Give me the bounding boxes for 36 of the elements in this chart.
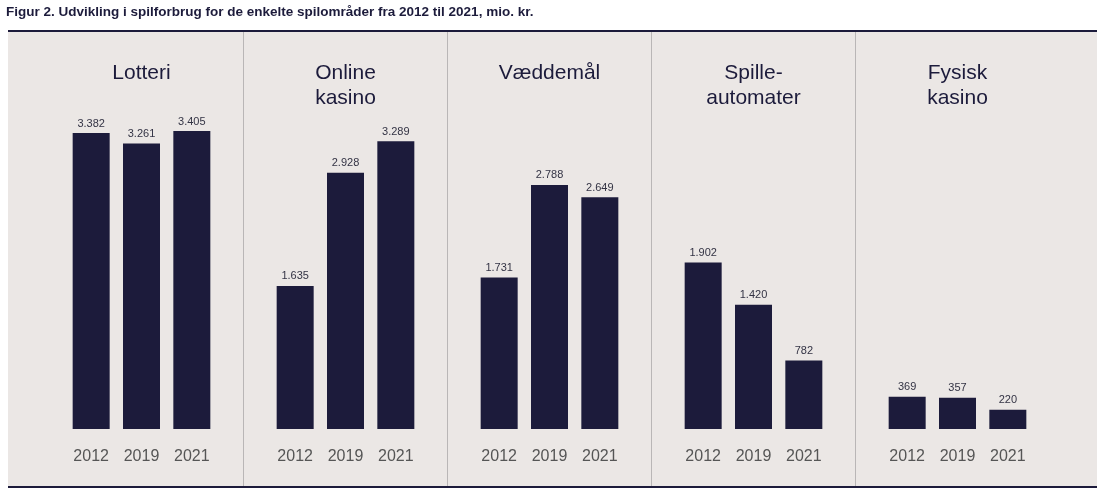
data-label: 369 — [897, 380, 917, 393]
data-label: 2.649 — [586, 180, 614, 193]
data-label: 1.420 — [739, 288, 768, 301]
data-label: 357 — [948, 381, 967, 394]
chart-title: Væddemål — [498, 60, 601, 83]
data-label: 2.928 — [331, 156, 360, 169]
x-tick-label: 2021 — [582, 446, 618, 464]
chart-title: Fysisk kasino — [927, 60, 988, 108]
text: Figur 2. Udvikling i spilforbrug for de enkelte spilområder fra 2012 til 2021, mio. kr. — [6, 4, 534, 19]
data-label: 2.788 — [535, 168, 564, 181]
data-label: 220 — [998, 393, 1018, 406]
data-label: 1.731 — [485, 261, 513, 274]
x-tick-label: 2012 — [685, 446, 722, 464]
data-label: 1.635 — [281, 269, 309, 282]
x-tick-label: 2021 — [174, 446, 210, 464]
x-tick-label: 2012 — [481, 446, 518, 464]
x-tick-label: 2019 — [123, 446, 160, 464]
data-label: 3.261 — [127, 127, 156, 140]
data-label: 782 — [794, 344, 814, 357]
chart-title: Online kasino — [315, 60, 376, 108]
chart-title: Spille-automater — [706, 60, 801, 108]
x-tick-label: 2019 — [939, 446, 976, 464]
data-label: 3.405 — [178, 114, 206, 127]
data-label: 3.289 — [382, 124, 410, 137]
data-label: 1.902 — [689, 246, 717, 259]
x-tick-label: 2012 — [73, 446, 110, 464]
x-tick-label: 2019 — [735, 446, 772, 464]
x-tick-label: 2012 — [889, 446, 926, 464]
data-label: 3.382 — [77, 116, 105, 129]
x-tick-label: 2021 — [378, 446, 414, 464]
x-tick-label: 2019 — [531, 446, 568, 464]
chart-title: Lotteri — [112, 60, 171, 83]
x-tick-label: 2021 — [786, 446, 822, 464]
x-tick-label: 2019 — [327, 446, 364, 464]
x-tick-label: 2012 — [277, 446, 314, 464]
x-tick-label: 2021 — [990, 446, 1026, 464]
